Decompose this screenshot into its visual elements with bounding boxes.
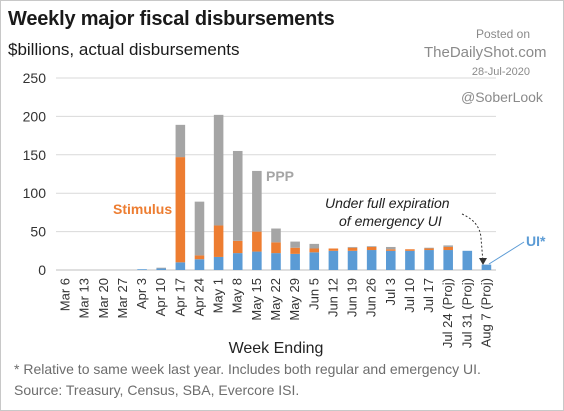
expiration-arrow-line xyxy=(461,213,484,263)
bar-ppp xyxy=(194,201,205,256)
y-tick-label: 100 xyxy=(23,185,47,201)
bar-stimulus xyxy=(309,248,320,253)
bar-ppp xyxy=(232,150,243,241)
x-tick-label: Jun 12 xyxy=(325,278,340,317)
y-tick-label: 150 xyxy=(23,147,47,163)
expiration-annotation-line1: Under full expiration xyxy=(325,195,450,211)
x-tick-label: Mar 13 xyxy=(77,278,92,318)
watermark-site: TheDailyShot.com xyxy=(424,44,547,61)
x-tick-label: Jul 10 xyxy=(402,278,417,313)
bar-ppp xyxy=(213,114,224,226)
expiration-arrow-head xyxy=(479,258,487,265)
x-tick-label: Jun 26 xyxy=(364,278,379,317)
bar-ppp xyxy=(366,246,377,247)
x-tick-label: May 1 xyxy=(211,278,226,313)
x-tick-label: Jul 24 (Proj) xyxy=(440,278,455,348)
bar-stimulus xyxy=(290,247,300,254)
bar-stimulus xyxy=(194,255,205,260)
y-tick-label: 50 xyxy=(30,224,46,240)
bar-ui xyxy=(366,250,377,270)
ui-leader-line xyxy=(488,241,525,265)
bar-ui xyxy=(252,251,262,270)
x-tick-label: May 29 xyxy=(287,278,302,321)
y-tick-label: 0 xyxy=(38,262,46,278)
bar-ppp xyxy=(347,246,358,248)
expiration-annotation-line2: of emergency UI xyxy=(339,213,442,229)
bar-stimulus xyxy=(271,242,281,254)
bar-ui xyxy=(424,250,434,270)
bar-ppp xyxy=(443,245,453,247)
bar-stimulus xyxy=(424,248,434,251)
footnote: * Relative to same week last year. Inclu… xyxy=(14,361,481,377)
source-note: Source: Treasury, Census, SBA, Evercore … xyxy=(14,382,300,398)
bar-ui xyxy=(462,250,473,270)
bar-ppp xyxy=(386,246,396,250)
bar-ui xyxy=(481,264,492,270)
bar-ppp xyxy=(309,243,320,249)
chart-title: Weekly major fiscal disbursements xyxy=(8,8,335,30)
bar-ui xyxy=(156,268,166,270)
x-tick-label: Aug 7 (Proj) xyxy=(478,278,493,347)
bar-stimulus xyxy=(175,157,186,263)
chart-subtitle: $billions, actual disbursements xyxy=(8,40,240,59)
bar-stimulus xyxy=(252,231,262,252)
bar-stimulus xyxy=(328,248,339,251)
x-tick-label: Apr 10 xyxy=(153,278,168,316)
y-tick-label: 250 xyxy=(23,70,47,86)
bar-ui xyxy=(405,250,415,270)
x-tick-label: Jun 19 xyxy=(345,278,360,317)
bar-stimulus xyxy=(386,249,396,251)
bar-stimulus xyxy=(443,246,453,251)
x-axis-title: Week Ending xyxy=(229,340,324,357)
bar-stimulus xyxy=(405,249,415,251)
bar-ppp xyxy=(271,228,281,243)
x-tick-label: Mar 6 xyxy=(58,278,73,311)
bar-ui xyxy=(213,256,224,270)
bar-ppp xyxy=(156,267,166,269)
bar-ppp xyxy=(290,241,300,248)
x-tick-label: Jul 31 (Proj) xyxy=(459,278,474,348)
bar-ui xyxy=(137,269,147,270)
bar-ui xyxy=(175,262,186,270)
x-tick-label: Mar 20 xyxy=(96,278,111,318)
ui-annotation: UI* xyxy=(526,233,546,249)
x-tick-label: Jun 5 xyxy=(306,278,321,310)
watermark-handle: @SoberLook xyxy=(461,89,543,105)
bar-ui xyxy=(328,250,339,270)
bar-ui xyxy=(347,250,358,270)
x-tick-label: Apr 24 xyxy=(191,278,206,316)
bar-ppp xyxy=(424,247,434,249)
bar-ui xyxy=(386,250,396,270)
bar-stimulus xyxy=(213,225,224,257)
x-tick-label: Jul 17 xyxy=(421,278,436,313)
bar-ui xyxy=(271,253,281,270)
watermark-posted: Posted on xyxy=(475,27,530,41)
bar-ppp xyxy=(252,170,262,232)
x-tick-label: May 8 xyxy=(230,278,245,313)
x-tick-label: Jul 3 xyxy=(383,278,398,305)
x-tick-label: Apr 17 xyxy=(172,278,187,316)
bar-ui xyxy=(443,250,453,270)
bar-stimulus xyxy=(366,246,377,251)
x-tick-label: May 15 xyxy=(249,278,264,321)
x-tick-label: Apr 3 xyxy=(134,278,149,309)
bar-ui xyxy=(232,253,243,270)
ppp-annotation: PPP xyxy=(266,168,294,184)
stimulus-annotation: Stimulus xyxy=(113,201,172,217)
bar-ui xyxy=(194,259,205,270)
y-tick-label: 200 xyxy=(23,108,47,124)
bar-ui xyxy=(290,253,300,270)
bar-ppp xyxy=(175,124,186,158)
bar-ui xyxy=(309,252,320,270)
bar-stimulus xyxy=(232,240,243,254)
x-tick-label: May 22 xyxy=(268,278,283,321)
x-tick-label: Mar 27 xyxy=(115,278,130,318)
watermark-date: 28-Jul-2020 xyxy=(471,66,530,78)
bar-stimulus xyxy=(347,247,358,251)
